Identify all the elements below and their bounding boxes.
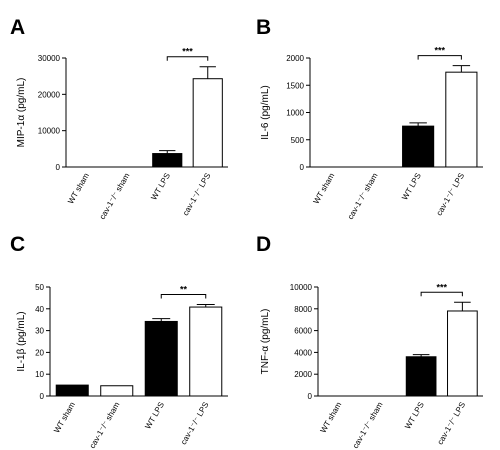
y-axis-label: IL-6 (pg/mL) — [260, 85, 271, 139]
y-tick-label: 10 — [35, 370, 44, 379]
bar — [189, 306, 223, 397]
bar — [402, 125, 435, 168]
panel-d: D 0 2000 4000 6000 8000 10000 TNF-α (pg/mL) WT … — [256, 233, 483, 450]
y-tick-label: 2000 — [286, 54, 304, 63]
y-tick-label: 10000 — [290, 283, 313, 292]
x-category-label: cav-1⁻/⁻ LPS — [436, 401, 468, 447]
y-tick-label: 1000 — [286, 109, 304, 118]
significance-label: *** — [182, 47, 193, 57]
y-tick-label: 500 — [291, 136, 305, 145]
y-tick-label: 50 — [35, 283, 44, 292]
x-category-label: cav-1⁻/⁻ LPS — [181, 172, 213, 218]
panel-letter-c: C — [10, 233, 25, 256]
significance-bracket — [166, 56, 209, 61]
y-tick-label: 30000 — [38, 54, 61, 63]
bar — [144, 320, 178, 397]
panel-letter-a: A — [10, 16, 25, 39]
bar — [445, 71, 478, 168]
panel-a: A 0 10000 20000 30000 MIP-1α (pg/mL) WT sham c… — [10, 16, 228, 221]
y-tick-label: 2000 — [294, 370, 312, 379]
y-tick-label: 6000 — [294, 327, 312, 336]
x-category-label: WT LPS — [403, 401, 426, 431]
panel-c: C 0 10 20 30 40 50 IL-1β (pg/mL) WT sham cav-1⁻/… — [10, 233, 228, 450]
bar — [405, 356, 437, 397]
y-tick-label: 20 — [35, 348, 44, 357]
x-category-label: cav-1⁻/⁻ sham — [346, 171, 380, 221]
y-tick-label: 30 — [35, 327, 44, 336]
bar — [100, 385, 134, 397]
y-tick-label: 10000 — [38, 127, 61, 136]
panel-letter-d: D — [256, 233, 271, 256]
y-tick-label: 0 — [308, 392, 313, 401]
bar — [192, 78, 223, 168]
x-category-label: WT sham — [52, 400, 77, 434]
y-axis-label: TNF-α (pg/mL) — [260, 309, 271, 375]
y-tick-label: 8000 — [294, 305, 312, 314]
x-category-label: cav-1⁻/⁻ LPS — [435, 172, 467, 218]
panel-letter-b: B — [256, 16, 271, 39]
significance-bracket — [417, 55, 462, 60]
panel-b: B 0 500 1000 1500 2000 IL-6 (pg/mL) WT sham cav… — [256, 16, 483, 221]
x-category-label: WT LPS — [143, 401, 166, 431]
significance-label: *** — [434, 46, 445, 56]
x-category-label: WT sham — [319, 400, 344, 434]
y-axis-label: MIP-1α (pg/mL) — [16, 78, 27, 148]
x-category-label: WT LPS — [400, 172, 423, 202]
x-category-label: cav-1⁻/⁻ sham — [351, 400, 385, 450]
bar — [152, 153, 183, 168]
y-tick-label: 20000 — [38, 90, 61, 99]
y-tick-label: 0 — [40, 392, 45, 401]
y-axis-label: IL-1β (pg/mL) — [16, 311, 27, 371]
x-category-label: WT LPS — [149, 172, 172, 202]
x-category-label: cav-1⁻/⁻ sham — [88, 400, 122, 450]
bar — [447, 310, 478, 397]
significance-bracket — [420, 291, 463, 297]
x-category-label: WT sham — [312, 171, 337, 205]
y-tick-label: 0 — [56, 163, 61, 172]
bar — [55, 384, 89, 397]
significance-label: ** — [180, 284, 188, 294]
significance-label: *** — [436, 282, 447, 292]
x-category-label: cav-1⁻/⁻ LPS — [179, 401, 211, 447]
y-tick-label: 4000 — [294, 348, 312, 357]
significance-bracket — [160, 293, 207, 299]
x-category-label: cav-1⁻/⁻ sham — [98, 171, 132, 221]
y-tick-label: 40 — [35, 305, 44, 314]
y-tick-label: 1500 — [286, 81, 304, 90]
y-tick-label: 0 — [300, 163, 305, 172]
x-category-label: WT sham — [66, 171, 91, 205]
